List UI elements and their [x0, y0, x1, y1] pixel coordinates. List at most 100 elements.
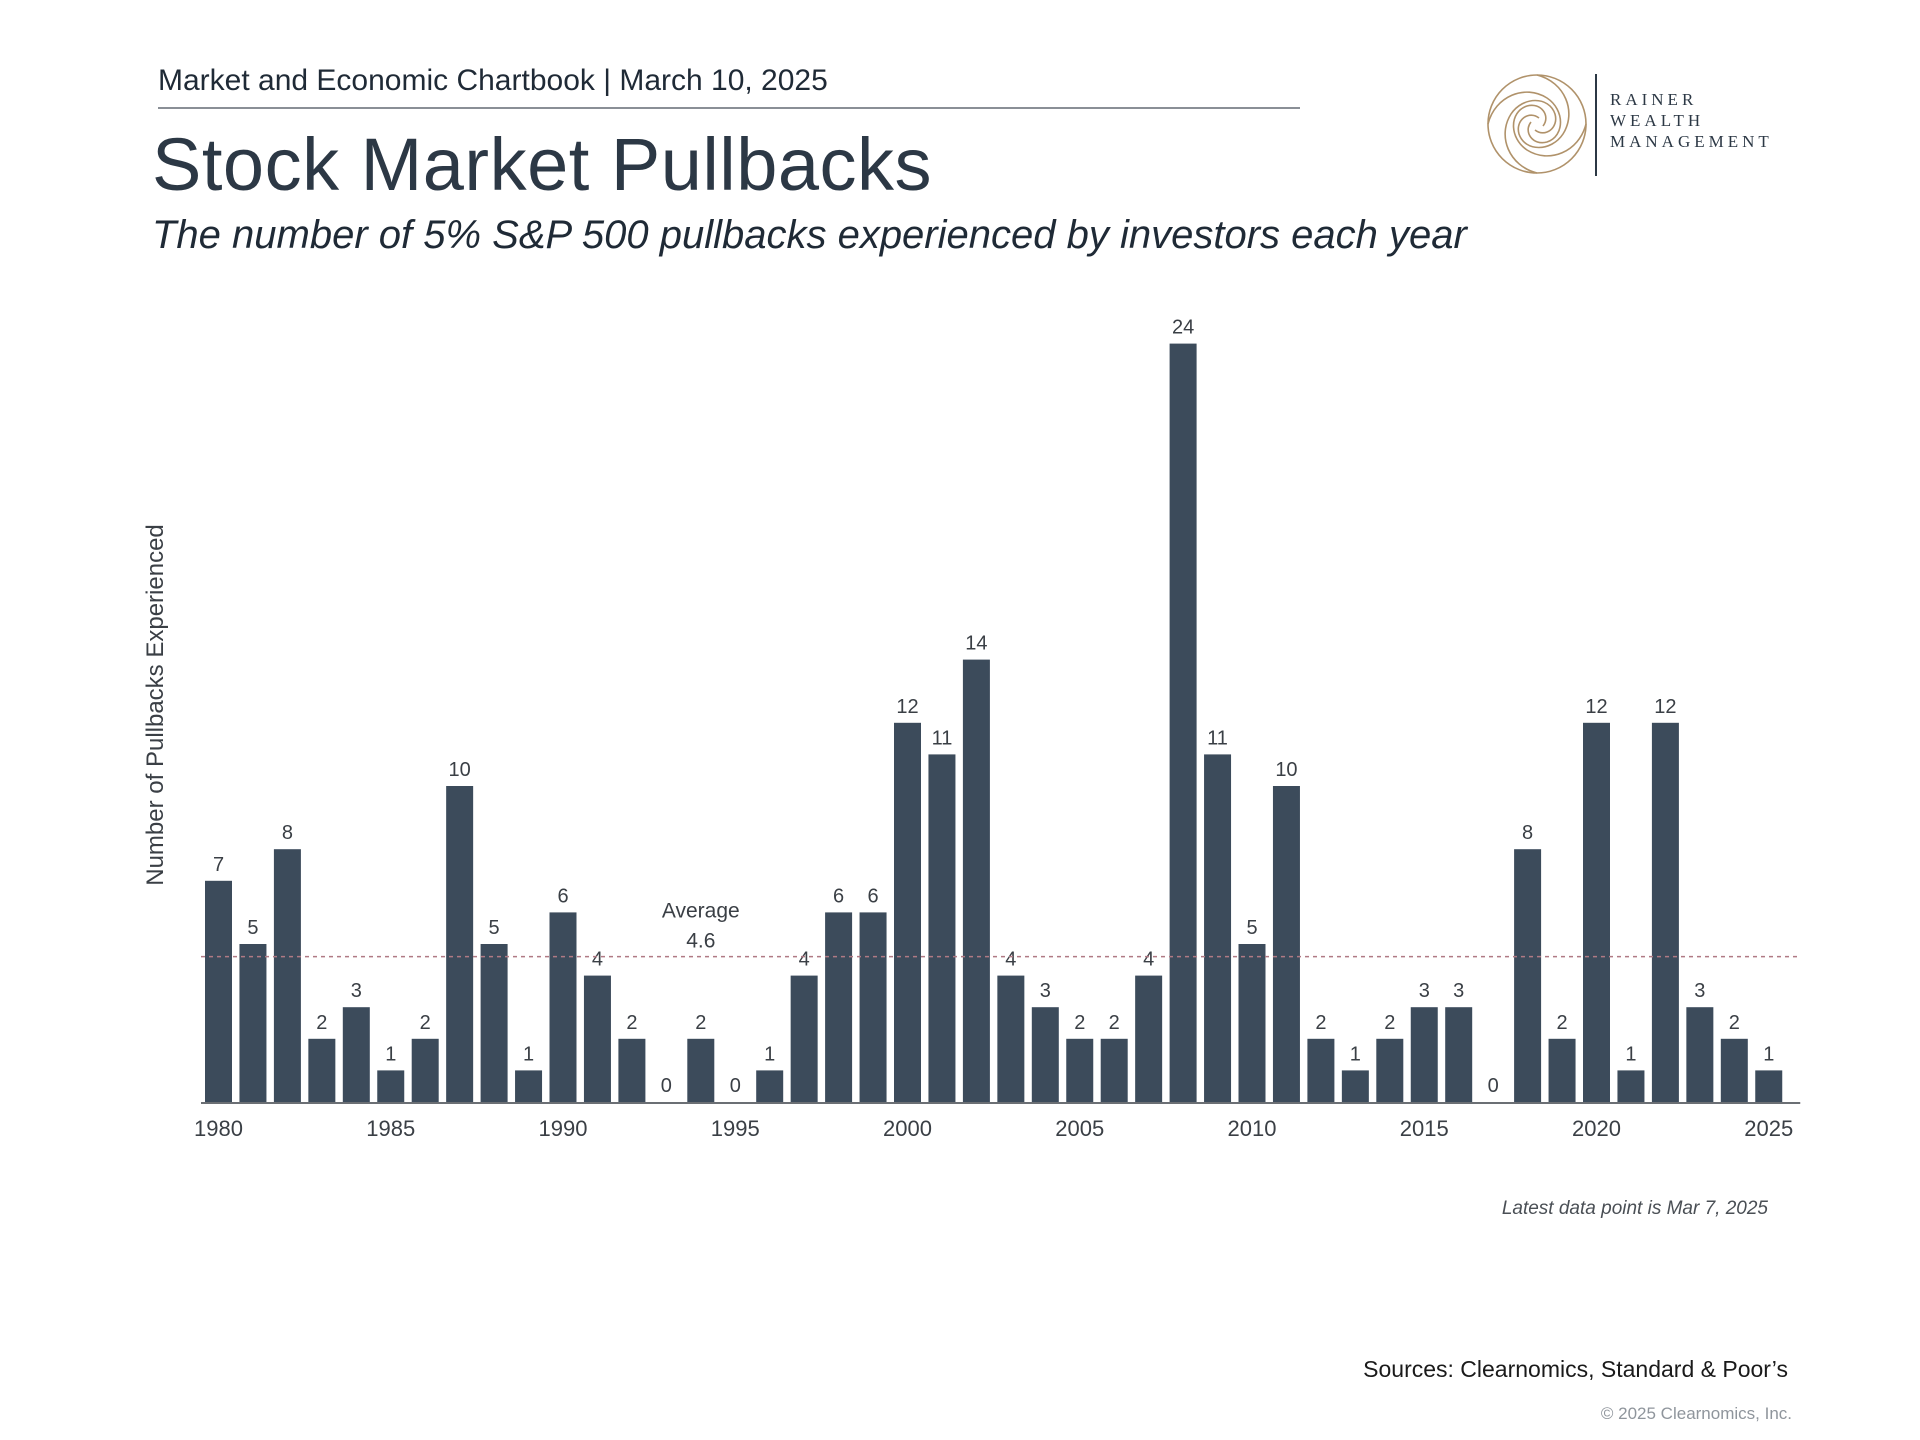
logo-text-wealth: WEALTH: [1610, 111, 1705, 130]
bar-2013: [1341, 1070, 1369, 1102]
bar-2015: [1410, 1007, 1438, 1102]
bar-1992: [618, 1038, 646, 1102]
bar-2012: [1307, 1038, 1335, 1102]
header-divider: [158, 107, 1300, 109]
data-label-1991: 4: [592, 949, 603, 971]
data-label-2000: 12: [896, 696, 918, 718]
data-label-1994: 2: [695, 1012, 706, 1034]
data-label-1988: 5: [489, 917, 500, 939]
bar-1984: [342, 1007, 370, 1102]
average-value-label: 4.6: [686, 930, 715, 953]
bar-1997: [790, 975, 818, 1102]
data-label-2009: 11: [1207, 727, 1228, 749]
data-label-1998: 6: [833, 885, 844, 907]
data-label-1999: 6: [867, 885, 878, 907]
data-label-2004: 3: [1040, 980, 1051, 1002]
data-label-1989: 1: [523, 1043, 534, 1065]
bar-1996: [756, 1070, 784, 1102]
bar-2019: [1548, 1038, 1576, 1102]
bar-2006: [1100, 1038, 1128, 1102]
logo-divider: [1595, 74, 1597, 176]
data-label-2007: 4: [1143, 949, 1154, 971]
data-label-1983: 2: [316, 1012, 327, 1034]
data-label-2015: 3: [1419, 980, 1430, 1002]
data-label-2014: 2: [1384, 1012, 1395, 1034]
bar-1994: [687, 1038, 715, 1102]
x-tick-2025: 2025: [1744, 1116, 1793, 1141]
logo-text-rainer: RAINER: [1610, 90, 1698, 109]
data-label-2021: 1: [1625, 1043, 1636, 1065]
data-label-2001: 11: [932, 727, 953, 749]
data-label-2016: 3: [1453, 980, 1464, 1002]
bar-2009: [1204, 754, 1232, 1102]
bar-1983: [308, 1038, 336, 1102]
logo-swirl-icon: [1487, 74, 1587, 174]
page-title: Stock Market Pullbacks: [152, 123, 933, 206]
data-label-1996: 1: [764, 1043, 775, 1065]
x-tick-1985: 1985: [366, 1116, 415, 1141]
data-label-1980: 7: [213, 854, 224, 876]
data-label-2020: 12: [1585, 696, 1607, 718]
x-tick-2005: 2005: [1055, 1116, 1104, 1141]
data-label-2003: 4: [1005, 949, 1016, 971]
logo-text-management: MANAGEMENT: [1610, 132, 1773, 151]
data-label-2010: 5: [1246, 917, 1257, 939]
bar-2021: [1617, 1070, 1645, 1102]
x-tick-2020: 2020: [1572, 1116, 1621, 1141]
bar-1985: [377, 1070, 405, 1102]
x-tick-2000: 2000: [883, 1116, 932, 1141]
bar-2000: [894, 722, 921, 1102]
x-tick-labels-layer: 1980 1985 1990 1995 2000 2005 2010 2015 2020 2025: [194, 1116, 1793, 1141]
bar-2001: [928, 754, 956, 1102]
x-tick-2010: 2010: [1228, 1116, 1277, 1141]
data-label-1982: 8: [282, 822, 293, 844]
data-label-2018: 8: [1522, 822, 1533, 844]
bar-2016: [1445, 1007, 1473, 1102]
data-label-1984: 3: [351, 980, 362, 1002]
data-label-2002: 14: [965, 633, 987, 655]
bar-2018: [1514, 849, 1542, 1102]
chartbook-header: Market and Economic Chartbook | March 10…: [158, 64, 828, 97]
bar-1999: [859, 912, 887, 1102]
data-label-1990: 6: [557, 885, 568, 907]
data-label-2022: 12: [1654, 696, 1676, 718]
bar-1998: [825, 912, 853, 1102]
data-label-1986: 2: [420, 1012, 431, 1034]
y-axis-label: Number of Pullbacks Experienced: [142, 524, 169, 886]
bars-layer: [205, 343, 1783, 1103]
data-label-1981: 5: [247, 917, 258, 939]
bar-2023: [1686, 1007, 1714, 1102]
data-label-2023: 3: [1694, 980, 1705, 1002]
bar-2020: [1583, 722, 1610, 1102]
bar-2010: [1238, 944, 1266, 1102]
bar-1988: [480, 944, 508, 1102]
bar-2003: [997, 975, 1025, 1102]
copyright-note: © 2025 Clearnomics, Inc.: [1600, 1404, 1792, 1423]
bar-1980: [205, 880, 232, 1102]
bar-1991: [583, 975, 611, 1102]
data-label-2005: 2: [1074, 1012, 1085, 1034]
data-label-2012: 2: [1315, 1012, 1326, 1034]
bar-1987: [446, 786, 474, 1102]
bar-1981: [239, 944, 267, 1102]
data-label-2008: 24: [1172, 317, 1194, 339]
x-tick-1990: 1990: [539, 1116, 588, 1141]
data-label-2024: 2: [1729, 1012, 1740, 1034]
bar-1982: [273, 849, 301, 1102]
bar-2022: [1651, 722, 1679, 1102]
data-label-2006: 2: [1109, 1012, 1120, 1034]
average-label: Average: [662, 900, 740, 923]
bar-2002: [962, 659, 990, 1102]
bar-1986: [411, 1038, 439, 1102]
data-label-2013: 1: [1350, 1043, 1361, 1065]
bar-2014: [1376, 1038, 1404, 1102]
x-tick-2015: 2015: [1400, 1116, 1449, 1141]
bar-1989: [515, 1070, 543, 1102]
data-label-2011: 10: [1275, 759, 1297, 781]
bar-2007: [1135, 975, 1163, 1102]
x-tick-1980: 1980: [194, 1116, 243, 1141]
data-label-2025: 1: [1763, 1043, 1774, 1065]
data-label-1993: 0: [661, 1075, 672, 1097]
bar-2011: [1272, 786, 1300, 1102]
